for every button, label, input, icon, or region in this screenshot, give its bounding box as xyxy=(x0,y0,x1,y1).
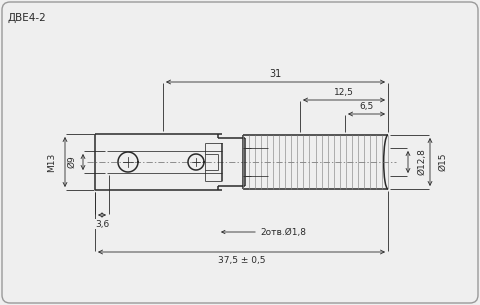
Text: 6,5: 6,5 xyxy=(360,102,373,110)
Text: 37,5 ± 0,5: 37,5 ± 0,5 xyxy=(218,257,265,265)
Text: Ø15: Ø15 xyxy=(439,153,447,171)
Text: 2отв.Ø1,8: 2отв.Ø1,8 xyxy=(260,228,306,236)
Text: Ø12,8: Ø12,8 xyxy=(418,149,427,175)
Text: 31: 31 xyxy=(269,69,282,79)
Text: ДВЕ4-2: ДВЕ4-2 xyxy=(8,13,47,23)
Text: Ø9: Ø9 xyxy=(68,156,76,168)
Text: М13: М13 xyxy=(48,152,57,172)
Text: 12,5: 12,5 xyxy=(334,88,354,96)
Text: 3,6: 3,6 xyxy=(95,220,109,228)
